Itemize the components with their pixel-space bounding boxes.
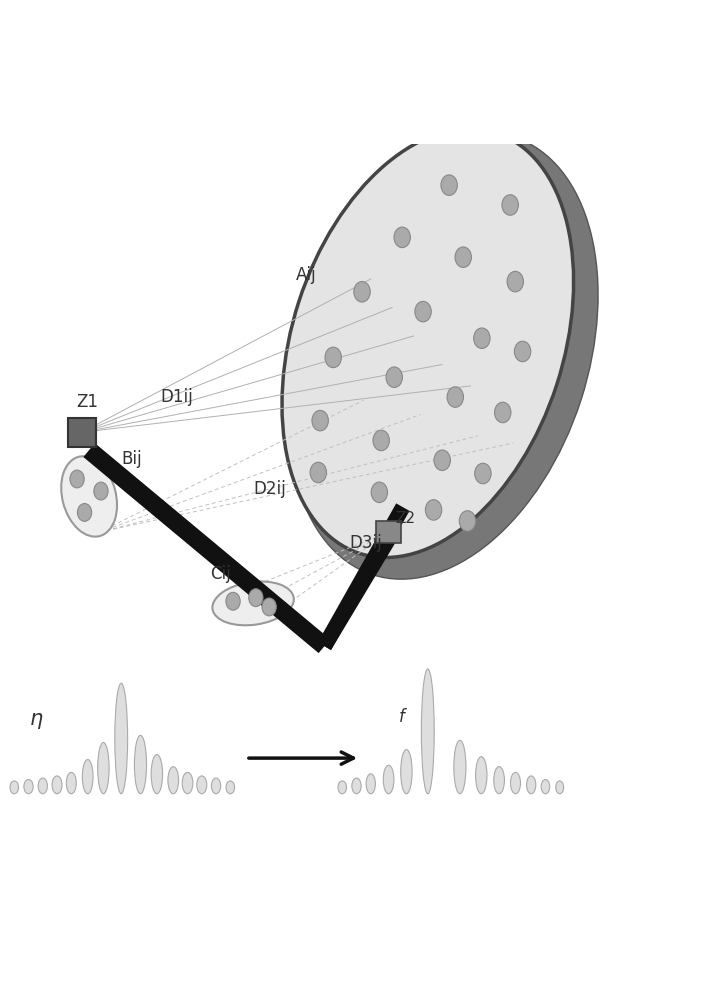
Ellipse shape xyxy=(83,760,93,794)
Ellipse shape xyxy=(151,755,163,794)
Ellipse shape xyxy=(98,742,109,794)
Ellipse shape xyxy=(526,776,536,794)
Text: Aij: Aij xyxy=(296,266,317,284)
Ellipse shape xyxy=(70,470,84,488)
Ellipse shape xyxy=(475,463,491,484)
Ellipse shape xyxy=(426,500,442,520)
Ellipse shape xyxy=(183,772,193,794)
Ellipse shape xyxy=(514,341,530,362)
Ellipse shape xyxy=(262,598,276,616)
Text: Bij: Bij xyxy=(121,450,142,468)
Ellipse shape xyxy=(495,402,511,423)
Ellipse shape xyxy=(384,765,394,794)
Ellipse shape xyxy=(289,133,598,579)
Ellipse shape xyxy=(312,410,329,431)
Ellipse shape xyxy=(507,271,523,292)
Ellipse shape xyxy=(135,735,147,794)
Ellipse shape xyxy=(249,589,263,607)
Text: D1ij: D1ij xyxy=(160,388,193,406)
Text: D3ij: D3ij xyxy=(349,534,382,552)
Ellipse shape xyxy=(386,367,402,387)
Ellipse shape xyxy=(447,387,463,407)
Ellipse shape xyxy=(10,781,19,794)
Ellipse shape xyxy=(115,683,128,794)
Text: f: f xyxy=(399,708,405,726)
Ellipse shape xyxy=(39,778,47,794)
Ellipse shape xyxy=(61,456,117,537)
Text: Z2: Z2 xyxy=(396,511,416,526)
Ellipse shape xyxy=(476,757,487,794)
Ellipse shape xyxy=(373,430,389,451)
Ellipse shape xyxy=(282,129,574,557)
Ellipse shape xyxy=(453,740,466,794)
Ellipse shape xyxy=(325,347,342,368)
Ellipse shape xyxy=(226,781,235,794)
Ellipse shape xyxy=(94,482,108,500)
Ellipse shape xyxy=(455,247,471,267)
Ellipse shape xyxy=(366,774,375,794)
Ellipse shape xyxy=(371,482,388,503)
Ellipse shape xyxy=(473,328,490,348)
Ellipse shape xyxy=(354,282,370,302)
Text: Cij: Cij xyxy=(210,565,231,583)
Bar xyxy=(68,418,96,447)
Ellipse shape xyxy=(502,195,518,215)
Ellipse shape xyxy=(493,767,505,794)
Ellipse shape xyxy=(24,779,34,794)
Ellipse shape xyxy=(211,778,221,794)
Ellipse shape xyxy=(459,511,476,531)
Ellipse shape xyxy=(338,781,347,794)
Ellipse shape xyxy=(394,227,411,248)
Ellipse shape xyxy=(66,772,76,794)
Ellipse shape xyxy=(541,779,550,794)
Ellipse shape xyxy=(401,750,412,794)
Ellipse shape xyxy=(556,781,564,794)
Ellipse shape xyxy=(226,592,240,610)
Text: Z1: Z1 xyxy=(76,393,98,411)
Ellipse shape xyxy=(441,175,457,195)
Ellipse shape xyxy=(78,504,92,521)
Ellipse shape xyxy=(212,581,294,625)
Bar xyxy=(376,521,401,543)
Text: $\eta$: $\eta$ xyxy=(29,711,43,731)
Ellipse shape xyxy=(421,669,434,794)
Text: D2ij: D2ij xyxy=(253,480,286,498)
Ellipse shape xyxy=(352,778,361,794)
Ellipse shape xyxy=(434,450,451,471)
Ellipse shape xyxy=(310,462,327,483)
Ellipse shape xyxy=(511,772,520,794)
Ellipse shape xyxy=(52,776,62,794)
Ellipse shape xyxy=(415,301,431,322)
Ellipse shape xyxy=(168,767,178,794)
Ellipse shape xyxy=(197,776,207,794)
